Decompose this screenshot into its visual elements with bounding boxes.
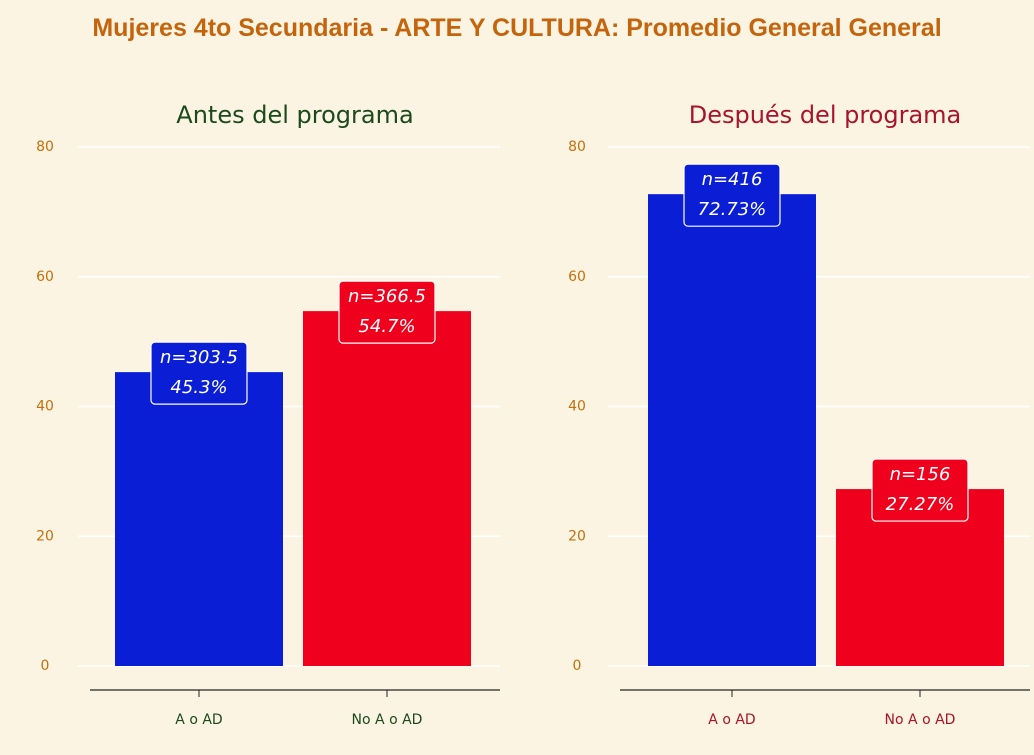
y-tick-label: 80 — [568, 139, 586, 155]
bar — [303, 311, 471, 666]
label-box — [683, 163, 781, 227]
y-tick-label: 20 — [568, 528, 586, 544]
label-box — [338, 280, 436, 344]
y-tick-label: 20 — [36, 528, 54, 544]
subtitle: Antes del programa — [176, 101, 413, 129]
value-label: 54.7% — [358, 316, 415, 337]
count-label: n=366.5 — [348, 286, 426, 307]
chart-title: Mujeres 4to Secundaria - ARTE Y CULTURA:… — [92, 14, 942, 42]
bar — [648, 194, 816, 666]
value-label: 72.73% — [698, 199, 767, 220]
count-label: n=303.5 — [160, 347, 238, 368]
count-label: n=416 — [702, 169, 763, 190]
label-box — [871, 458, 969, 522]
y-tick-label: 0 — [41, 658, 50, 674]
value-label: 45.3% — [170, 377, 227, 398]
bar — [115, 372, 283, 666]
count-label: n=156 — [890, 464, 951, 485]
y-tick-label: 0 — [573, 658, 582, 674]
x-tick-label: A o AD — [708, 712, 755, 728]
y-tick-label: 60 — [36, 269, 54, 285]
label-box — [150, 341, 248, 405]
subtitle: Después del programa — [689, 101, 962, 129]
y-tick-label: 40 — [568, 399, 586, 415]
value-label: 27.27% — [886, 494, 955, 515]
y-tick-label: 60 — [568, 269, 586, 285]
y-tick-label: 40 — [36, 399, 54, 415]
x-tick-label: No A o AD — [885, 712, 956, 728]
x-tick-label: A o AD — [175, 712, 222, 728]
x-tick-label: No A o AD — [352, 712, 423, 728]
y-tick-label: 80 — [36, 139, 54, 155]
